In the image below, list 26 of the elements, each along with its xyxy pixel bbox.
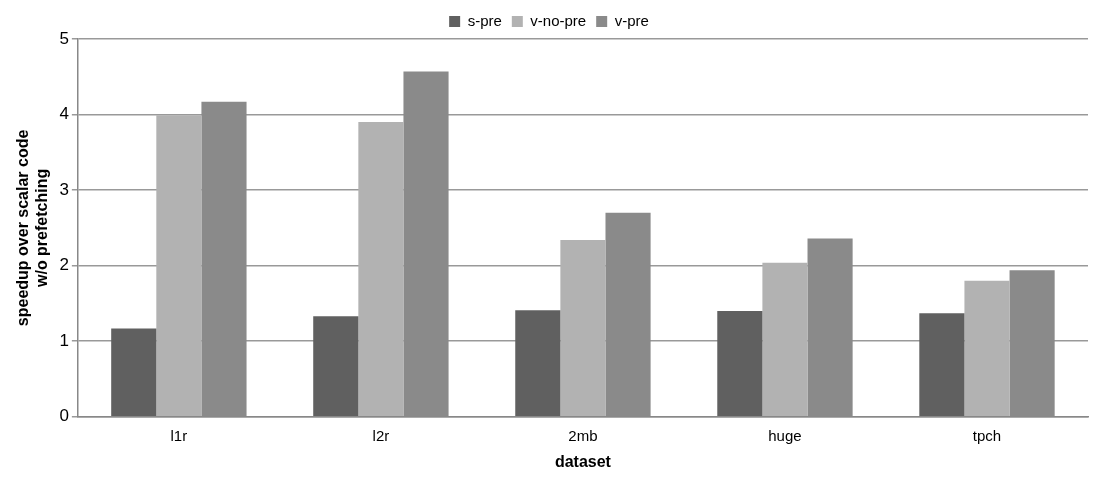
x-tick-label: 2mb [568,426,598,444]
y-tick-label: 4 [59,104,69,124]
x-axis-title: dataset [554,452,612,470]
y-tick-label: 1 [59,330,69,350]
bar [358,122,404,417]
bar [156,115,202,417]
x-tick-label: huge [768,426,802,444]
legend-label: v-pre [614,11,649,29]
y-tick-label: 3 [59,179,69,199]
bar [313,316,359,417]
x-tick-label: tpch [972,426,1002,444]
bar [717,311,763,417]
bar [762,262,808,417]
bar [515,310,561,417]
y-tick-label: 0 [59,406,69,426]
y-tick-label: 5 [59,28,69,48]
y-tick-label: 2 [59,255,69,275]
legend-label: v-no-pre [530,11,587,29]
bar [964,280,1010,417]
bar [560,239,606,417]
bar [919,313,965,417]
y-axis-title: speedup over scalar code w/o prefetching [14,129,51,327]
x-tick-label: l1r [170,426,188,444]
legend-label: s-pre [467,11,502,29]
bar [111,328,157,417]
x-tick-label: l2r [372,426,390,444]
